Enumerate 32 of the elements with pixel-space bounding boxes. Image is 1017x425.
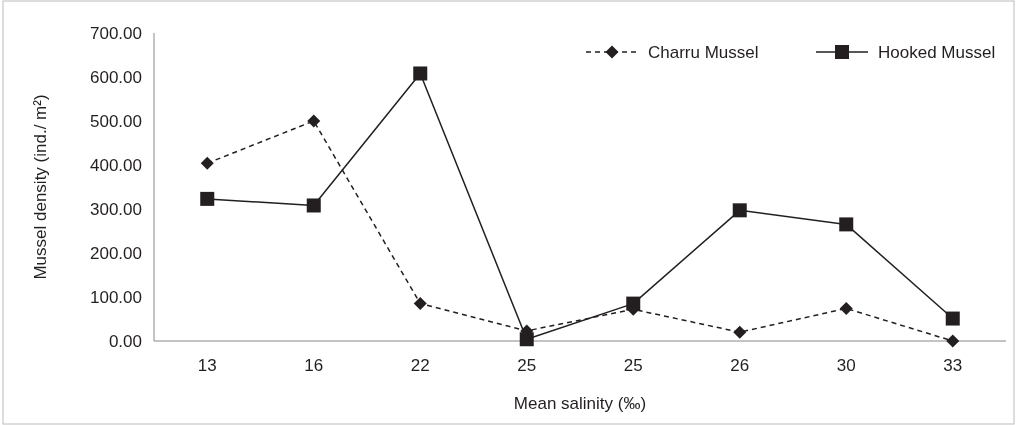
x-tick-label: 25 (517, 356, 537, 375)
x-tick-label: 25 (623, 356, 643, 375)
y-tick-label: 300.00 (90, 199, 142, 219)
point (946, 334, 960, 348)
x-tick-label: 33 (943, 356, 963, 375)
y-tick-label: 400.00 (90, 155, 142, 175)
x-tick-label: 16 (304, 356, 324, 375)
x-tick-label: 30 (836, 356, 856, 375)
y-tick-label: 700.00 (90, 23, 142, 43)
point (200, 156, 214, 170)
x-axis-title: Mean salinity (‰) (513, 394, 647, 413)
x-tick-label: 22 (410, 356, 430, 375)
point (839, 301, 853, 315)
legend-label: Hooked Mussel (878, 42, 996, 62)
point (413, 297, 427, 311)
y-tick-label: 500.00 (90, 111, 142, 131)
y-tick-label: 100.00 (90, 287, 142, 307)
point (732, 203, 747, 218)
y-tick-label: 600.00 (90, 67, 142, 87)
x-tick-label: 26 (730, 356, 750, 375)
point (413, 66, 428, 81)
legend-label: Charru Mussel (648, 42, 759, 62)
y-tick-label: 200.00 (90, 243, 142, 263)
x-tick-label: 13 (197, 356, 217, 375)
point (306, 198, 321, 213)
point (839, 217, 854, 232)
point (200, 191, 215, 206)
y-axis-title: Mussel density (ind./ m²) (31, 94, 50, 280)
point (307, 114, 321, 128)
point (945, 311, 960, 326)
y-tick-label: 0.00 (108, 331, 142, 351)
point (733, 325, 747, 339)
